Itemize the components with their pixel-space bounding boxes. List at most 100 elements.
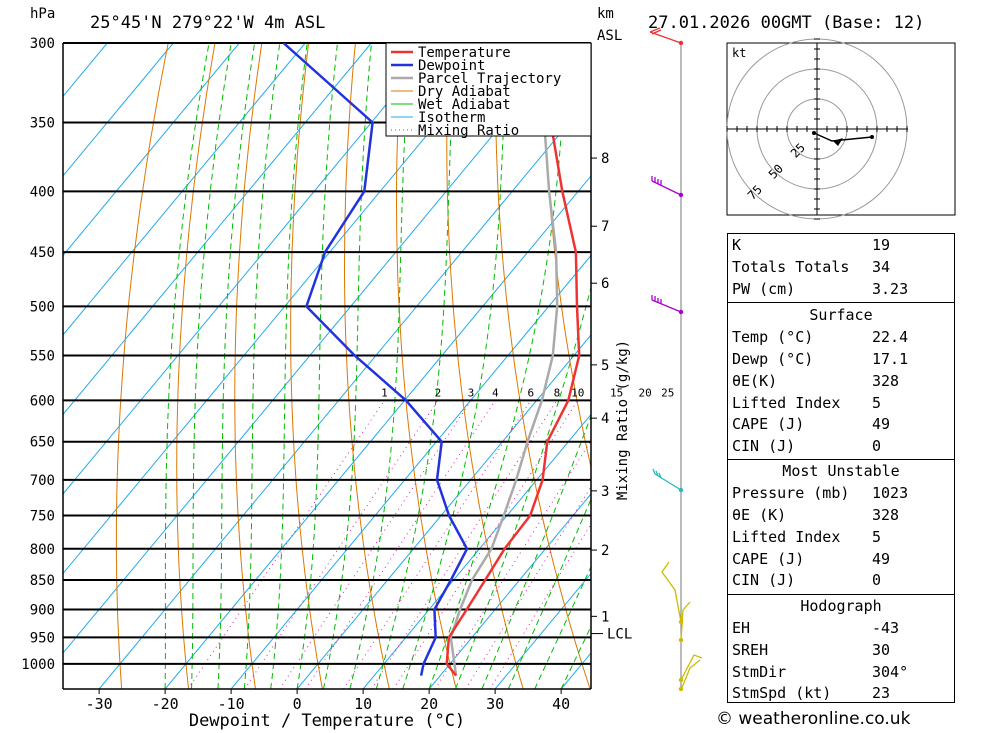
mixing-ratio-line (187, 400, 385, 689)
row-eh: EH -43 (728, 618, 954, 640)
pressure-tick-label: 600 (30, 393, 55, 409)
tt-value: 34 (872, 258, 891, 276)
mu-thetae-value: 328 (872, 506, 900, 524)
s-thetae-label: θE(K) (732, 372, 778, 390)
mixing-ratio-line (279, 400, 472, 689)
legend: Temperature Dewpoint Parcel Trajectory D… (385, 42, 592, 139)
pressure-tick-label: 650 (30, 435, 55, 451)
isotherm-line (164, 175, 591, 689)
sreh-value: 30 (872, 641, 891, 659)
isotherm-line (63, 43, 504, 575)
mu-thetae-label: θE (K) (732, 506, 787, 524)
dry-adiabat-line (176, 43, 216, 689)
copyright-link[interactable]: © weatheronline.co.uk (716, 709, 911, 729)
wind-dot-1000 (678, 677, 684, 683)
wind-dot-surface (678, 686, 684, 692)
stmdir-label: StmDir (732, 663, 787, 681)
dry-adiabat-line (396, 43, 457, 689)
mixing-ratio-line (305, 400, 496, 689)
wet-adiabat-line (375, 43, 456, 689)
pressure-tick-label: 400 (30, 184, 55, 200)
mu-cin-value: 0 (872, 571, 882, 589)
km-tick-label: 4 (601, 411, 609, 427)
mu-cape-value: 49 (872, 550, 891, 568)
km-tick-label: 6 (601, 276, 609, 292)
mu-li-label: Lifted Index (732, 528, 841, 546)
tt-label: Totals Totals (732, 258, 850, 276)
hodograph-unit: kt (732, 46, 746, 60)
dry-adiabat-line (494, 43, 591, 689)
lcl-label: LCL (607, 627, 632, 643)
wind-dot-925 (678, 637, 684, 643)
wet-adiabat-line (534, 565, 591, 689)
isotherm-line (494, 572, 591, 689)
dewpoint-line (282, 43, 469, 676)
mixing-ratio-line (489, 523, 591, 689)
x-tick-label: 30 (486, 695, 504, 713)
s-cin-value: 0 (872, 437, 882, 455)
s-cape-label: CAPE (J) (732, 415, 805, 433)
eh-label: EH (732, 619, 751, 637)
indices-table: K 19 Totals Totals 34 PW (cm) 3.23 Surface … (727, 233, 955, 703)
row-s-li: Lifted Index 5 (728, 393, 954, 415)
storm-motion-marker (833, 138, 843, 146)
wet-adiabat-line (243, 43, 281, 689)
row-stmdir: StmDir 304° (728, 662, 954, 684)
dry-adiabat-line (588, 43, 591, 91)
dry-adiabat-line (542, 43, 591, 470)
mixing-ratio-line (434, 439, 591, 689)
stmdir-value: 304° (872, 663, 909, 681)
row-mu-thetae: θE (K) 328 (728, 505, 954, 527)
row-mu-cape: CAPE (J) 49 (728, 549, 954, 571)
row-mu-li: Lifted Index 5 (728, 527, 954, 549)
pressure-tick-label: 300 (30, 36, 55, 52)
mu-li-value: 5 (872, 528, 882, 546)
wind-barb-700 (652, 468, 682, 491)
km-tick-label: 1 (601, 609, 609, 625)
row-s-dewp: Dewp (°C) 17.1 (728, 349, 954, 371)
separator (728, 459, 954, 460)
isotherm-line (63, 43, 372, 416)
pw-label: PW (cm) (732, 280, 796, 298)
mixing-ratio-line (244, 400, 439, 689)
dry-adiabat-line (964, 43, 1000, 689)
row-k: K 19 (728, 235, 954, 257)
km-tick-label: 2 (601, 543, 609, 559)
legend-wet-adiabat: Wet Adiabat (418, 97, 511, 113)
separator (728, 594, 954, 595)
pressure-tick-label: 550 (30, 349, 55, 365)
location-title: 25°45'N 279°22'W 4m ASL (90, 13, 325, 33)
mixing-ratio-label: 2 (435, 386, 442, 399)
isotherm-line (296, 334, 591, 689)
mixing-ratio-label: 6 (528, 386, 535, 399)
pressure-tick-label: 900 (30, 603, 55, 619)
row-s-thetae: θE(K) 328 (728, 371, 954, 393)
mixing-ratio-label: 3 (468, 386, 475, 399)
mixing-ratio-axis-label: Mixing Ratio (g/kg) (615, 340, 631, 500)
wet-adiabat-line (217, 43, 256, 689)
km-unit-label: km (597, 6, 614, 22)
pressure-tick-label: 750 (30, 508, 55, 524)
pressure-tick-label: 700 (30, 473, 55, 489)
x-tick-label: -20 (152, 695, 179, 713)
s-cape-value: 49 (872, 415, 891, 433)
s-li-value: 5 (872, 394, 882, 412)
dry-adiabat-line (446, 43, 524, 689)
parcel-line (449, 43, 559, 676)
row-sreh: SREH 30 (728, 640, 954, 662)
wet-adiabat-line (191, 43, 232, 689)
row-pw: PW (cm) 3.23 (728, 279, 954, 301)
k-label: K (732, 236, 742, 254)
axes: 3003504004505005506006507007508008509009… (21, 36, 632, 713)
hodo-point-end (870, 135, 874, 139)
isotherm-line (63, 43, 108, 98)
stmspd-label: StmSpd (kt) (732, 684, 832, 702)
s-cin-label: CIN (J) (732, 437, 796, 455)
row-totals: Totals Totals 34 (728, 257, 954, 279)
hodograph-title: Hodograph (800, 597, 882, 615)
mu-pres-label: Pressure (mb) (732, 484, 850, 502)
mixing-ratio-line (393, 400, 579, 689)
wind-barbs-low (661, 561, 703, 691)
wet-adiabat-line (164, 43, 210, 689)
km-tick-label: 5 (601, 358, 609, 374)
